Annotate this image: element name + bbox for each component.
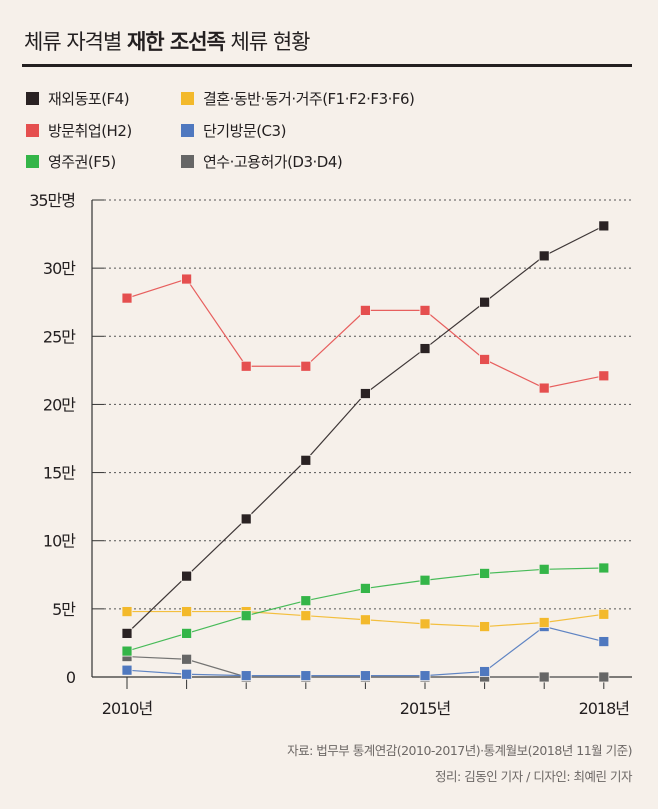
data-point	[240, 360, 252, 372]
data-point	[121, 664, 133, 676]
data-point	[479, 666, 491, 677]
data-point	[419, 574, 431, 586]
data-point	[419, 670, 431, 682]
data-point	[300, 595, 312, 607]
data-point	[419, 618, 431, 630]
series-line	[126, 225, 605, 634]
legend-swatch	[26, 92, 39, 105]
legend-label: 영주권(F5)	[48, 153, 116, 171]
data-point	[181, 627, 193, 639]
legend-item-h2: 방문취업(H2)	[26, 120, 132, 141]
y-tick-label: 10만	[43, 532, 76, 551]
legend-swatch	[26, 155, 39, 168]
data-point	[121, 606, 133, 617]
legend-swatch	[181, 155, 194, 168]
legend-label: 방문취업(H2)	[48, 122, 132, 140]
title-bold: 재한 조선족	[126, 30, 226, 54]
y-tick-label: 15만	[43, 464, 76, 483]
data-point	[538, 563, 550, 575]
series-line	[126, 278, 604, 389]
data-point	[538, 671, 550, 683]
data-point	[598, 608, 610, 620]
data-point	[240, 610, 252, 622]
legend-item-d3: 연수·고용허가(D3·D4)	[181, 151, 343, 172]
data-point	[121, 627, 133, 639]
data-point	[479, 296, 491, 308]
data-point	[300, 670, 312, 682]
data-point	[181, 653, 193, 665]
y-tick-label: 35만명	[29, 191, 75, 210]
data-point	[538, 250, 550, 262]
legend-swatch	[181, 92, 194, 105]
data-point	[598, 671, 610, 683]
series-line	[126, 625, 604, 677]
x-tick-label: 2015년	[400, 699, 451, 718]
series-line	[126, 567, 604, 652]
data-point	[598, 220, 610, 232]
data-point	[359, 388, 371, 399]
data-point	[598, 370, 610, 382]
legend-label: 연수·고용허가(D3·D4)	[203, 153, 343, 171]
data-point	[181, 606, 193, 617]
source-text: 자료: 법무부 통계연감(2010-2017년)·통계월보(2018년 11월 …	[287, 743, 632, 758]
y-tick-label: 25만	[43, 327, 76, 346]
data-point	[240, 513, 252, 525]
y-tick-label: 20만	[43, 395, 76, 414]
credit-text: 정리: 김동인 기자 / 디자인: 최예린 기자	[435, 769, 632, 784]
x-tick-label: 2010년	[102, 699, 153, 718]
data-point	[359, 670, 371, 682]
legend-swatch	[26, 124, 39, 137]
data-point	[538, 382, 550, 394]
y-tick-label: 30만	[43, 259, 76, 278]
data-point	[359, 304, 371, 316]
legend-item-f1: 결혼·동반·동거·거주(F1·F2·F3·F6)	[181, 88, 415, 109]
legend-label: 결혼·동반·동거·거주(F1·F2·F3·F6)	[203, 90, 415, 108]
legend-item-f5: 영주권(F5)	[26, 151, 116, 172]
legend-label: 재외동포(F4)	[48, 90, 130, 108]
data-point	[479, 354, 491, 365]
title-pre: 체류 자격별	[24, 30, 127, 54]
data-point	[300, 360, 312, 372]
data-point	[419, 304, 431, 316]
legend-swatch	[181, 124, 194, 137]
data-point	[479, 621, 491, 632]
data-point	[121, 292, 133, 304]
y-tick-label: 0	[66, 668, 76, 687]
data-point	[359, 614, 371, 626]
data-point	[419, 343, 431, 354]
chart-title: 체류 자격별 재한 조선족 체류 현황	[24, 26, 311, 56]
data-point	[181, 668, 193, 680]
title-post: 체류 현황	[224, 30, 311, 54]
data-point	[121, 645, 133, 657]
data-point	[300, 610, 312, 622]
data-point	[240, 670, 252, 682]
legend-item-f4: 재외동포(F4)	[26, 88, 130, 109]
data-point	[300, 454, 312, 466]
data-point	[479, 568, 491, 579]
legend-item-c3: 단기방문(C3)	[181, 120, 286, 141]
data-point	[598, 562, 610, 574]
legend-label: 단기방문(C3)	[203, 122, 286, 140]
data-point	[359, 583, 371, 594]
data-point	[598, 636, 610, 647]
title-rule	[22, 64, 632, 67]
data-point	[538, 617, 550, 628]
data-point	[181, 273, 193, 285]
x-tick-label: 2018년	[579, 699, 630, 718]
data-point	[181, 570, 193, 582]
y-tick-label: 5만	[52, 600, 76, 619]
